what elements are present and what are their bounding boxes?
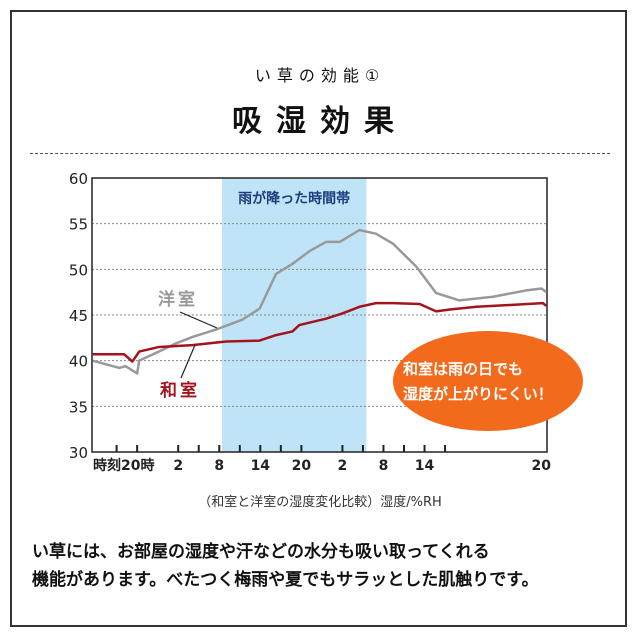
y-tick-label: 50 — [69, 261, 88, 279]
x-tick-label: 8 — [379, 458, 389, 474]
y-tick-label: 35 — [69, 398, 88, 416]
leader-line — [180, 344, 196, 379]
description-line: い草には、お部屋の湿度や汗などの水分も吸い取ってくれる — [32, 542, 490, 562]
x-tick-label: 8 — [214, 458, 224, 474]
rain-band-label: 雨が降った時間帯 — [238, 190, 350, 207]
y-tick-label: 40 — [69, 353, 88, 371]
divider — [30, 153, 610, 154]
leader-line — [179, 311, 218, 329]
x-tick-label: 時刻20時 — [93, 457, 154, 474]
y-tick-label: 60 — [69, 170, 88, 188]
callout-text: 和室は雨の日でも — [403, 360, 523, 378]
description-line: 機能があります。べたつく梅雨や夏でもサラッとした肌触りです。 — [32, 570, 539, 590]
x-tick-label: 14 — [251, 458, 271, 474]
y-tick-label: 55 — [69, 216, 88, 234]
callout-text: 湿度が上がりにくい！ — [403, 385, 553, 403]
plot-border — [91, 177, 548, 453]
series-label-western-room: 洋室 — [158, 289, 198, 310]
x-tick-label: 14 — [415, 458, 435, 474]
chart-caption: （和室と洋室の湿度変化比較）湿度/%RH — [198, 494, 442, 510]
description: い草には、お部屋の湿度や汗などの水分も吸い取ってくれる 機能があります。べたつく… — [32, 538, 539, 594]
series-line-japanese-room — [92, 301, 548, 363]
series-label-japanese-room: 和室 — [160, 380, 200, 401]
subtitle: い草の効能① — [254, 66, 386, 85]
frame — [10, 10, 627, 627]
x-tick-label: 20 — [292, 458, 312, 474]
humidity-chart: 雨が降った時間帯 30 35 40 45 50 55 60 時刻20時 2 8 14 20 2 8 14 20 洋… — [69, 170, 583, 510]
x-tick-label: 2 — [338, 458, 348, 474]
y-tick-label: 45 — [69, 307, 88, 325]
callout-bubble — [393, 331, 583, 431]
x-tick-label: 20 — [532, 458, 552, 474]
page-title: 吸湿効果 — [232, 104, 408, 139]
series-line-western-room — [92, 228, 548, 375]
y-tick-label: 30 — [69, 444, 88, 462]
x-tick-label: 2 — [173, 458, 183, 474]
rain-band — [222, 178, 367, 452]
